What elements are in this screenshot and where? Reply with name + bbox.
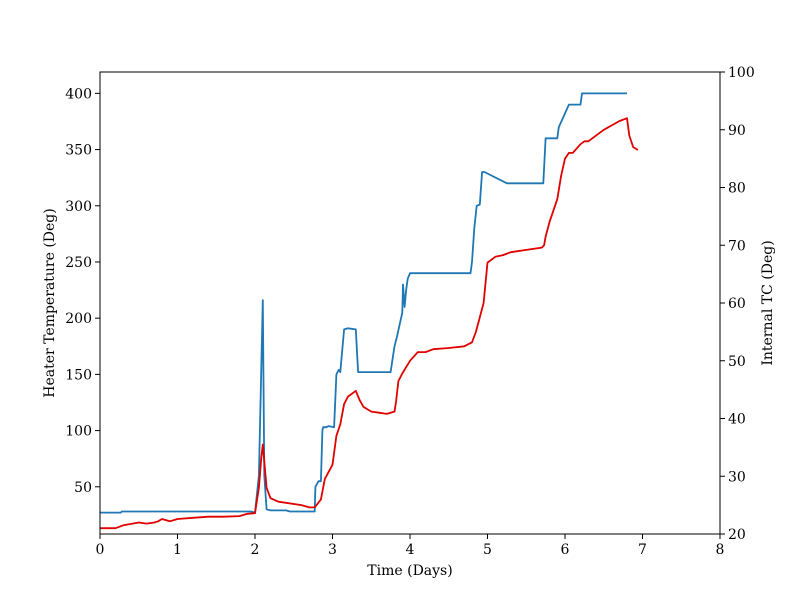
right-y-axis-label: Internal TC (Deg) xyxy=(760,240,776,365)
x-tick-label: 0 xyxy=(96,542,105,558)
left-y-tick-label: 150 xyxy=(65,367,92,383)
x-axis: 0 1 2 3 4 5 6 7 8 xyxy=(96,534,725,558)
right-y-tick-label: 70 xyxy=(728,238,746,254)
left-y-tick-label: 300 xyxy=(65,199,92,215)
left-y-axis: 50 100 150 200 250 300 350 400 xyxy=(65,86,100,496)
x-tick-label: 5 xyxy=(483,542,492,558)
x-tick-label: 4 xyxy=(406,542,415,558)
left-y-tick-label: 350 xyxy=(65,143,92,159)
x-tick-label: 8 xyxy=(716,542,725,558)
x-axis-label: Time (Days) xyxy=(367,563,452,579)
left-y-tick-label: 100 xyxy=(65,424,92,440)
left-y-tick-label: 200 xyxy=(65,311,92,327)
right-y-tick-label: 40 xyxy=(728,412,746,428)
x-tick-label: 2 xyxy=(251,542,260,558)
right-y-tick-label: 60 xyxy=(728,296,746,312)
x-tick-label: 1 xyxy=(173,542,182,558)
left-y-axis-label: Heater Temperature (Deg) xyxy=(42,208,58,397)
left-y-tick-label: 50 xyxy=(74,480,92,496)
x-tick-label: 6 xyxy=(561,542,570,558)
plot-frame xyxy=(99,71,721,535)
right-y-tick-label: 50 xyxy=(728,354,746,370)
heater-temperature-series-line xyxy=(100,92,627,514)
left-y-tick-label: 400 xyxy=(65,86,92,102)
x-tick-label: 7 xyxy=(638,542,647,558)
left-y-tick-label: 250 xyxy=(65,255,92,271)
right-y-tick-label: 100 xyxy=(728,65,755,81)
right-y-axis: 20 30 40 50 60 70 80 90 100 xyxy=(720,65,755,543)
right-y-tick-label: 80 xyxy=(728,181,746,197)
right-y-tick-label: 30 xyxy=(728,469,746,485)
internal-tc-series-line xyxy=(100,117,639,530)
x-tick-label: 3 xyxy=(328,542,337,558)
right-y-tick-label: 90 xyxy=(728,123,746,139)
series-layer xyxy=(100,92,639,530)
right-y-tick-label: 20 xyxy=(728,527,746,543)
